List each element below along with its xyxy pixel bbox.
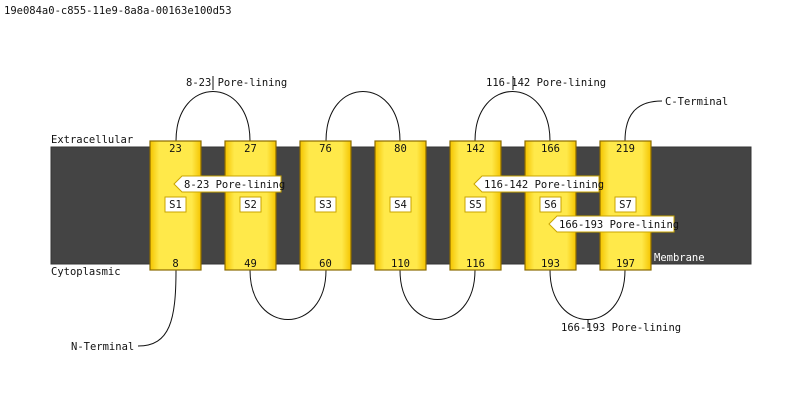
helix-s1-top-residue: 23 — [169, 143, 182, 155]
cytoplasmic-label: Cytoplasmic — [51, 266, 121, 278]
helix-s5[interactable]: 142 S5 116 — [449, 140, 502, 271]
helix-s6[interactable]: 166 S6 193 — [524, 140, 577, 271]
loop-s2-s3-cytoplasmic — [249, 269, 327, 320]
loop-s6-s7-cytoplasmic — [549, 269, 626, 320]
helix-s4[interactable]: 80 S4 110 — [374, 140, 427, 271]
annotation-8-23: 8-23 Pore-lining — [186, 77, 287, 89]
helix-s4-label: S4 — [394, 199, 407, 211]
helix-s5-label: S5 — [469, 199, 482, 211]
helix-s5-bottom-residue: 116 — [466, 258, 485, 270]
helix-s7-top-residue: 219 — [616, 143, 635, 155]
helix-s4-bottom-residue: 110 — [391, 258, 410, 270]
helix-s2-label: S2 — [244, 199, 257, 211]
extracellular-label: Extracellular — [51, 134, 133, 146]
helix-s7-label: S7 — [619, 199, 632, 211]
c-terminal-tail — [624, 100, 663, 142]
n-terminal-label: N-Terminal — [71, 341, 134, 353]
callout-166-193[interactable]: 166-193 Pore-lining — [548, 215, 679, 233]
helix-s3-bottom-residue: 60 — [319, 258, 332, 270]
helix-s1-bottom-residue: 8 — [172, 258, 178, 270]
callout-116-142[interactable]: 116-142 Pore-lining — [473, 175, 604, 193]
helix-s5-top-residue: 142 — [466, 143, 485, 155]
helix-s1[interactable]: 23 S1 8 — [149, 140, 202, 271]
helix-s6-label: S6 — [544, 199, 557, 211]
c-terminal-label: C-Terminal — [665, 96, 728, 108]
callout-166-193-text: 166-193 Pore-lining — [559, 219, 679, 231]
loop-s4-s5-cytoplasmic — [399, 269, 476, 320]
callout-8-23[interactable]: 8-23 Pore-lining — [173, 175, 285, 193]
helix-s1-label: S1 — [169, 199, 182, 211]
callout-116-142-text: 116-142 Pore-lining — [484, 179, 604, 191]
loop-s3-s4-extracellular — [325, 91, 401, 142]
n-terminal-tail — [137, 269, 177, 347]
helix-s6-bottom-residue: 193 — [541, 258, 560, 270]
helix-s3-label: S3 — [319, 199, 332, 211]
helix-s4-top-residue: 80 — [394, 143, 407, 155]
helix-s3-top-residue: 76 — [319, 143, 332, 155]
diagram-id: 19e084a0-c855-11e9-8a8a-00163e100d53 — [4, 5, 232, 17]
annotation-116-142: 116-142 Pore-lining — [486, 77, 606, 89]
callout-8-23-text: 8-23 Pore-lining — [184, 179, 285, 191]
helix-s2[interactable]: 27 S2 49 — [224, 140, 277, 271]
helix-s7[interactable]: 219 S7 197 — [599, 140, 652, 271]
helix-s3[interactable]: 76 S3 60 — [299, 140, 352, 271]
loop-s1-s2-extracellular — [175, 91, 251, 142]
membrane-label: Membrane — [654, 252, 705, 264]
helix-s7-bottom-residue: 197 — [616, 258, 635, 270]
helix-s2-top-residue: 27 — [244, 143, 257, 155]
loop-s5-s6-extracellular — [474, 91, 551, 142]
helix-s2-bottom-residue: 49 — [244, 258, 257, 270]
helix-s6-top-residue: 166 — [541, 143, 560, 155]
annotation-166-193: 166-193 Pore-lining — [561, 322, 681, 334]
